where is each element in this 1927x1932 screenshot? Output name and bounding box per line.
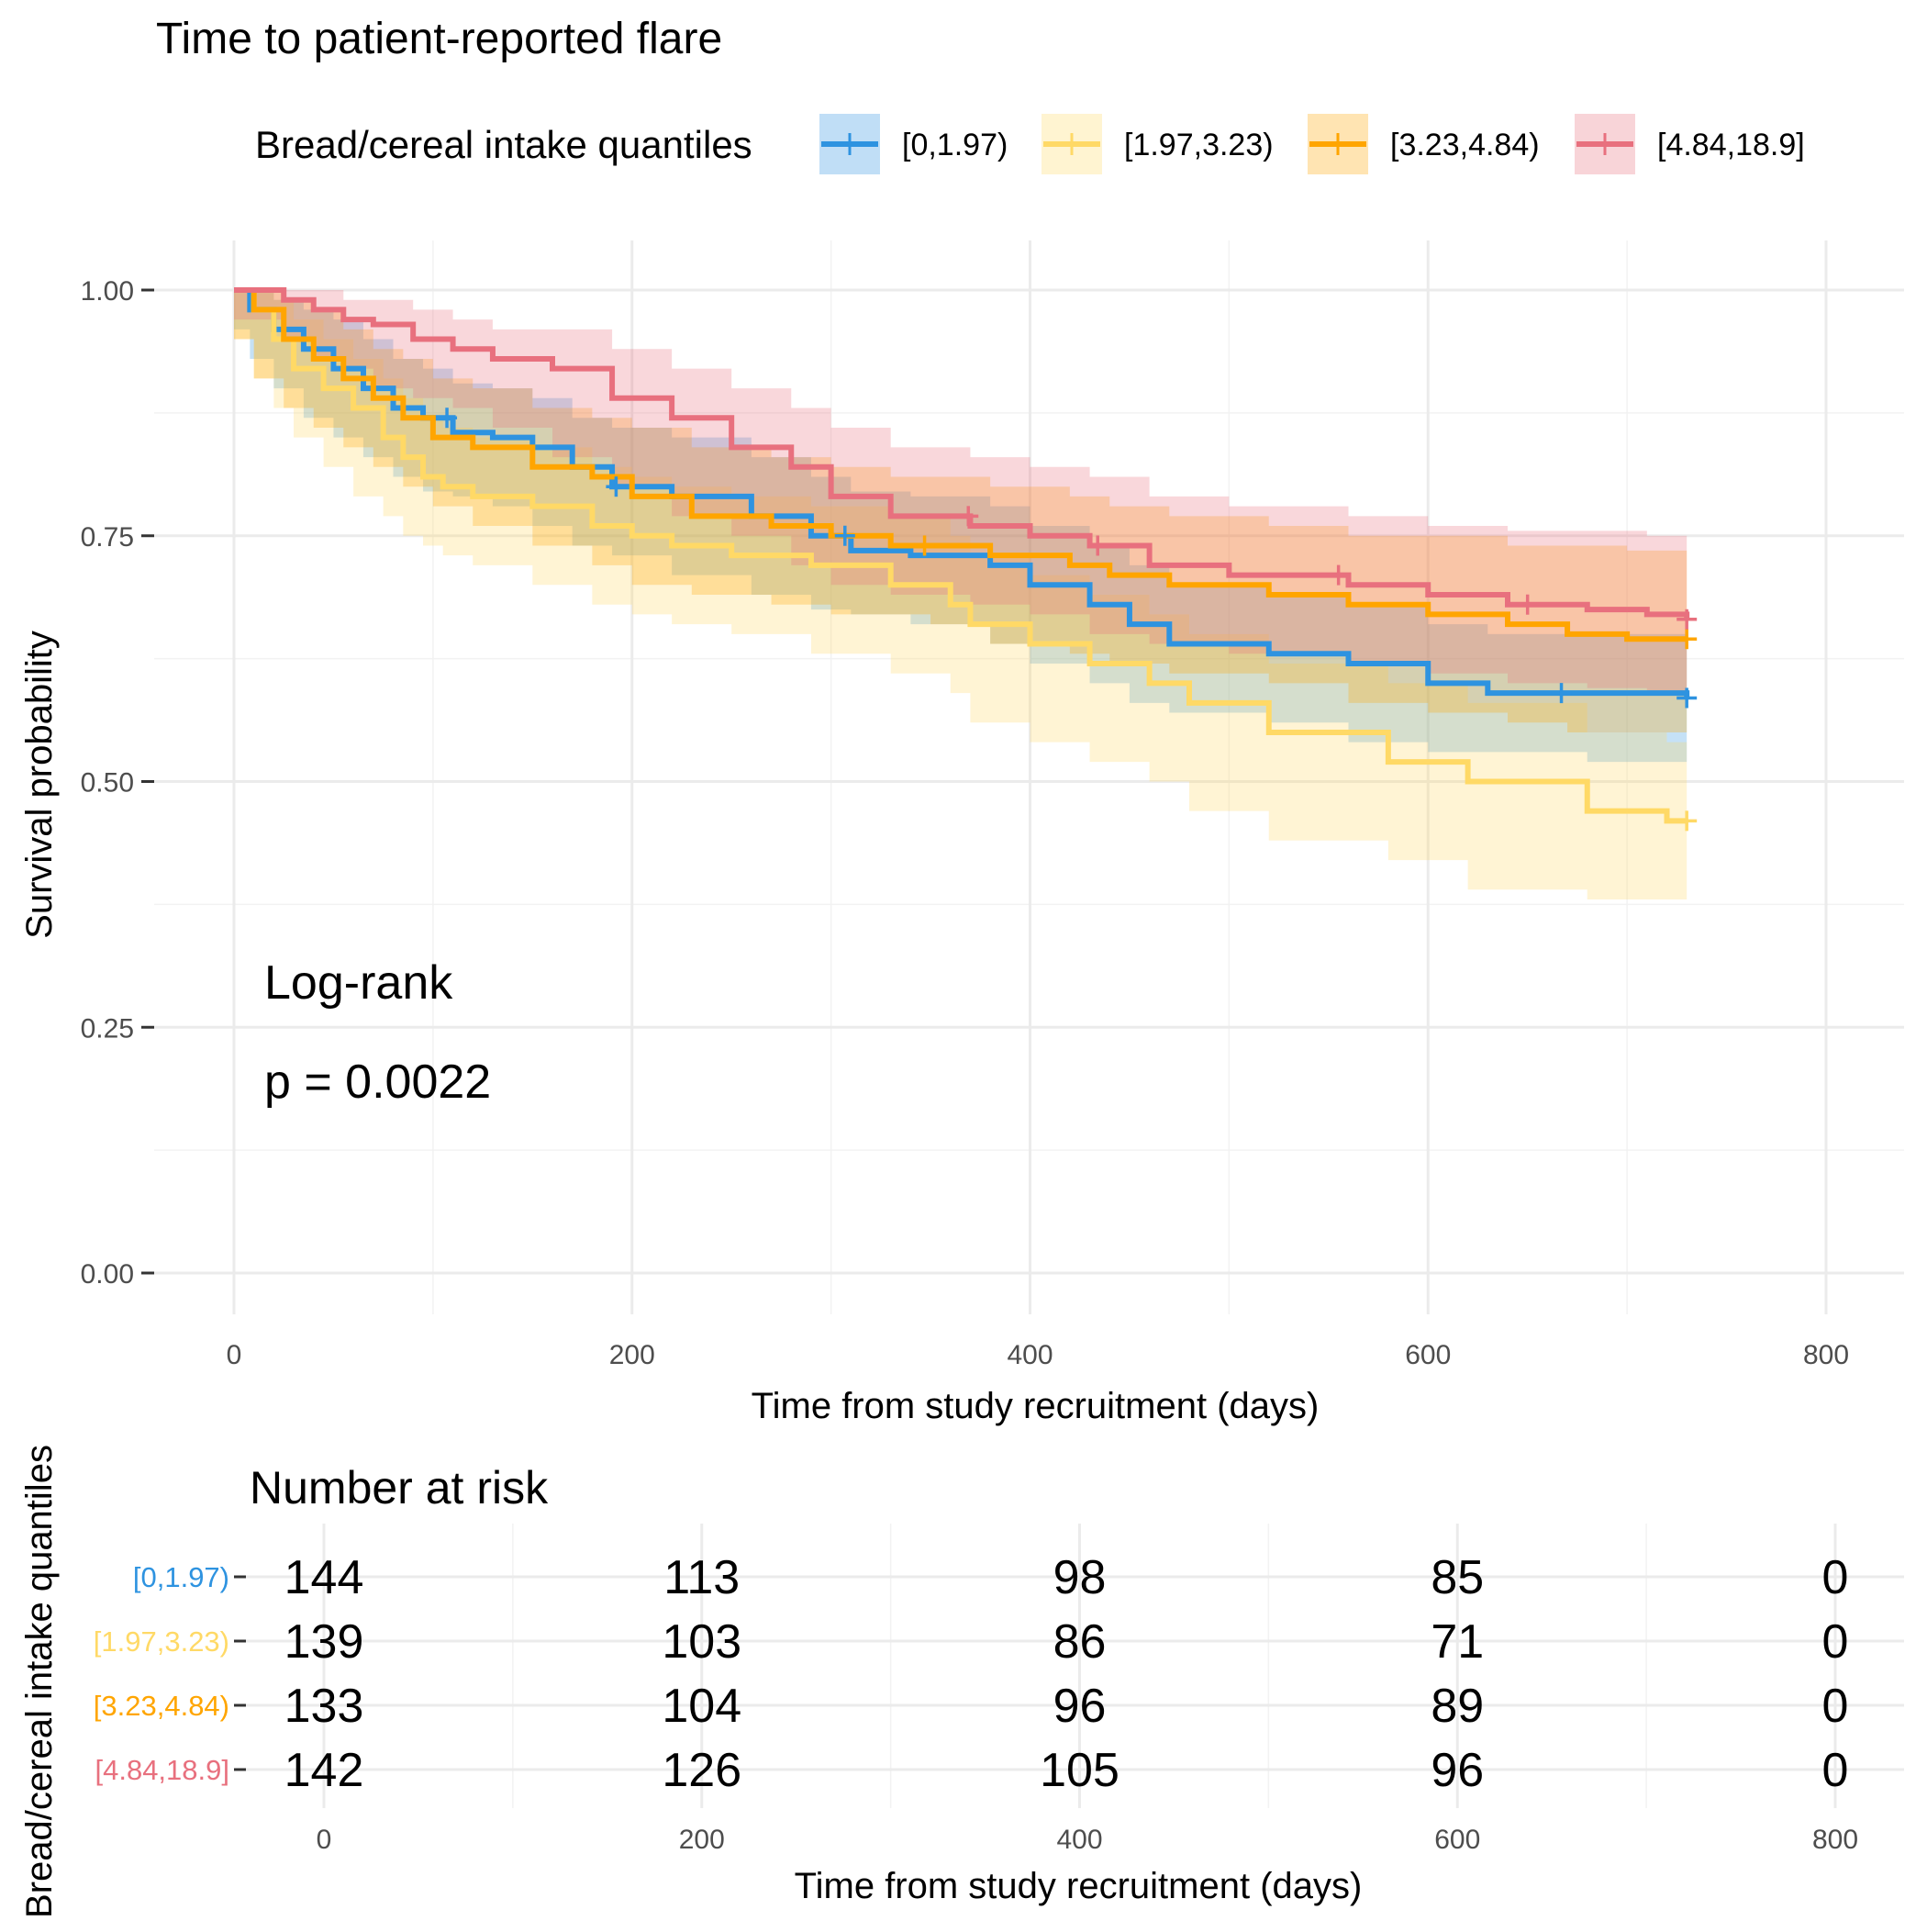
censor-mark-3 xyxy=(1676,609,1698,630)
censor-mark-0 xyxy=(437,408,458,429)
risk-cell-0-2: 98 xyxy=(1053,1551,1107,1604)
legend-title: Bread/cereal intake quantiles xyxy=(255,123,752,166)
y-tick-label: 0.25 xyxy=(81,1013,134,1044)
risk-cell-1-3: 71 xyxy=(1431,1615,1484,1669)
confidence-band-0 xyxy=(234,290,1688,763)
legend-label: [4.84,18.9] xyxy=(1657,128,1805,162)
risk-x-tick-label: 400 xyxy=(1056,1825,1102,1855)
x-tick-label: 200 xyxy=(609,1340,655,1370)
risk-cell-1-1: 103 xyxy=(662,1615,741,1669)
censor-mark-3 xyxy=(1087,535,1108,556)
censor-mark-2 xyxy=(1676,629,1698,650)
risk-cell-2-4: 0 xyxy=(1822,1680,1849,1733)
risk-table-y-label: Bread/cereal intake quantiles xyxy=(19,1445,60,1918)
risk-table-axes: 0 200 400 600 800 [0,1.97) [1.97,3.23) [3.23,4.… xyxy=(94,1561,1858,1855)
risk-cell-3-1: 126 xyxy=(662,1744,741,1797)
risk-row-label-2: [3.23,4.84) xyxy=(94,1690,229,1722)
risk-table-title: Number at risk xyxy=(250,1462,549,1513)
chart-title: Time to patient-reported flare xyxy=(156,15,722,63)
confidence-band-1 xyxy=(234,290,1688,900)
legend-item-1: [1.97,3.23) xyxy=(1041,114,1274,174)
risk-row-label-1: [1.97,3.23) xyxy=(94,1625,229,1658)
risk-cell-2-0: 133 xyxy=(284,1680,364,1733)
risk-x-tick-label: 600 xyxy=(1434,1825,1480,1855)
y-tick-label: 0.75 xyxy=(81,522,134,553)
y-tick-label: 0.50 xyxy=(81,768,134,798)
risk-table-x-label: Time from study recruitment (days) xyxy=(795,1866,1363,1906)
censor-mark-2 xyxy=(914,535,935,556)
legend-label: [1.97,3.23) xyxy=(1124,128,1274,162)
survival-curve-3 xyxy=(234,287,1690,620)
y-tick-label: 0.00 xyxy=(81,1259,134,1290)
censor-marks xyxy=(437,408,1698,832)
risk-row-label-0: [0,1.97) xyxy=(133,1561,229,1593)
risk-cell-2-3: 89 xyxy=(1431,1680,1484,1733)
survival-curve-0 xyxy=(234,287,1690,698)
risk-cell-3-4: 0 xyxy=(1822,1744,1849,1797)
legend-item-0: [0,1.97) xyxy=(819,114,1008,174)
y-tick-label: 1.00 xyxy=(81,276,134,307)
censor-mark-0 xyxy=(1551,683,1572,704)
risk-cell-3-0: 142 xyxy=(284,1744,364,1797)
risk-x-tick-label: 200 xyxy=(679,1825,725,1855)
censor-mark-0 xyxy=(834,525,855,546)
censor-mark-3 xyxy=(958,506,979,527)
risk-row-label-3: [4.84,18.9] xyxy=(95,1754,229,1786)
censor-mark-0 xyxy=(606,476,627,497)
censor-mark-0 xyxy=(1676,687,1698,709)
risk-cell-0-4: 0 xyxy=(1822,1551,1849,1604)
legend-label: [3.23,4.84) xyxy=(1390,128,1540,162)
main-axes: 0.00 0.25 0.50 0.75 1.00 0 200 400 600 800 xyxy=(81,276,1849,1370)
risk-x-tick-label: 0 xyxy=(317,1825,332,1855)
x-tick-label: 0 xyxy=(227,1340,242,1370)
risk-cell-0-1: 113 xyxy=(663,1551,740,1604)
censor-mark-3 xyxy=(1328,564,1349,586)
risk-cell-0-3: 85 xyxy=(1431,1551,1484,1604)
main-grid xyxy=(154,240,1904,1314)
risk-cell-1-4: 0 xyxy=(1822,1615,1849,1669)
risk-cell-2-2: 96 xyxy=(1053,1680,1107,1733)
confidence-band-2 xyxy=(234,290,1688,732)
survival-curves xyxy=(234,287,1690,824)
legend-item-2: [3.23,4.84) xyxy=(1308,114,1540,174)
censor-mark-1 xyxy=(1676,810,1698,832)
legend-label: [0,1.97) xyxy=(902,128,1008,162)
survival-curve-2 xyxy=(234,287,1688,642)
survival-curve-1 xyxy=(234,287,1688,824)
risk-cell-0-0: 144 xyxy=(284,1551,364,1604)
risk-x-tick-label: 800 xyxy=(1812,1825,1858,1855)
risk-table-grid xyxy=(240,1524,1904,1808)
y-axis-label: Survival probability xyxy=(19,631,60,939)
legend: Bread/cereal intake quantiles [0,1.97) [1… xyxy=(255,114,1805,174)
risk-cell-1-0: 139 xyxy=(284,1615,364,1669)
legend-item-3: [4.84,18.9] xyxy=(1575,114,1805,174)
logrank-label: Log-rank xyxy=(264,956,453,1010)
risk-table-cells: 144 113 98 85 0 139 103 86 71 0 133 104 96 89 0 142 126 1… xyxy=(284,1551,1849,1797)
x-axis-label: Time from study recruitment (days) xyxy=(752,1386,1320,1426)
risk-cell-1-2: 86 xyxy=(1053,1615,1107,1669)
risk-cell-3-2: 105 xyxy=(1040,1744,1119,1797)
x-tick-label: 600 xyxy=(1405,1340,1451,1370)
risk-cell-2-1: 104 xyxy=(662,1680,741,1733)
risk-cell-3-3: 96 xyxy=(1431,1744,1484,1797)
logrank-pvalue: p = 0.0022 xyxy=(264,1055,491,1109)
censor-mark-3 xyxy=(1517,594,1538,615)
x-tick-label: 800 xyxy=(1803,1340,1849,1370)
x-tick-label: 400 xyxy=(1007,1340,1053,1370)
